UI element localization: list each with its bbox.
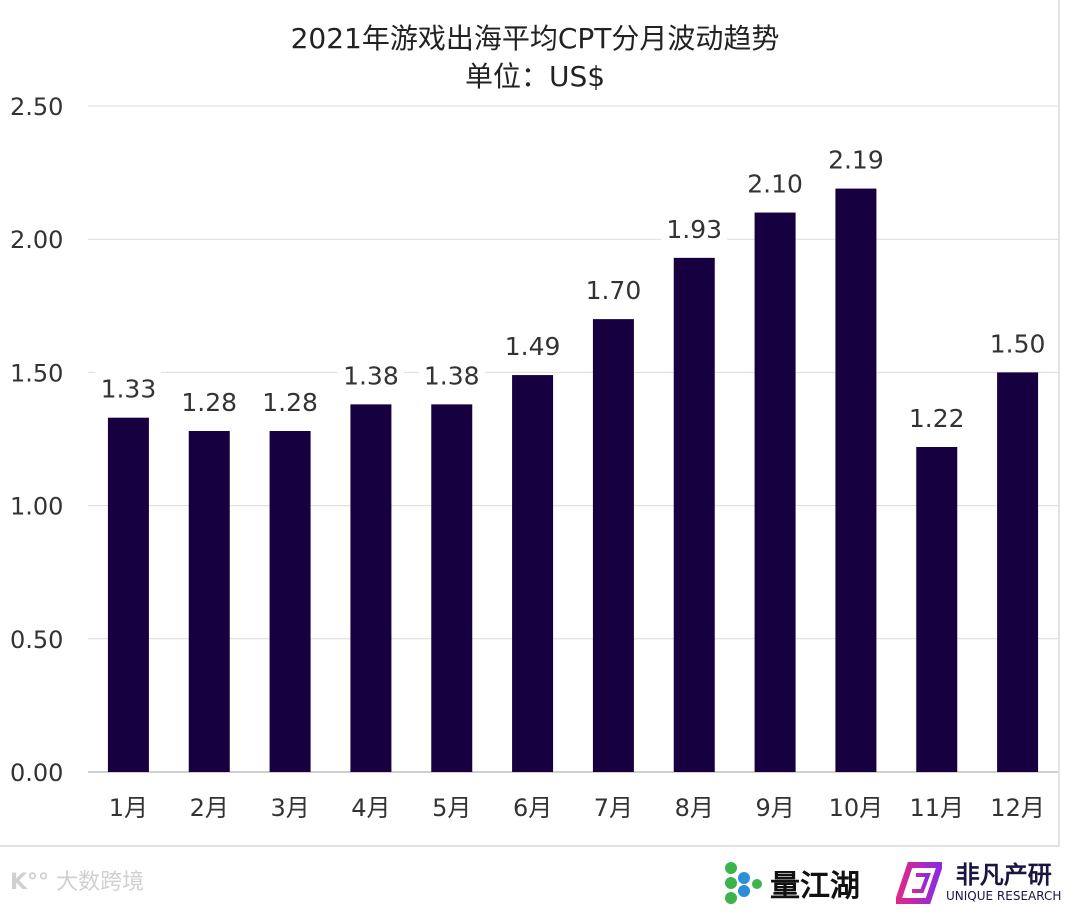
data-label-bg	[257, 383, 324, 418]
unique-research-logo: 非凡产研 UNIQUE RESEARCH	[896, 855, 1061, 910]
bar	[350, 404, 392, 772]
unique-research-logo-icon	[896, 861, 942, 904]
bar	[431, 404, 473, 772]
data-label: 1.22	[909, 404, 965, 433]
x-tick-label: 3月	[270, 794, 309, 822]
molecule-logo-icon	[725, 861, 762, 904]
y-tick-label: 2.00	[10, 226, 63, 254]
bar	[269, 431, 311, 772]
data-label-bg	[580, 271, 647, 306]
data-label: 1.93	[666, 215, 722, 244]
x-tick-label: 1月	[109, 794, 148, 822]
data-label-bg	[499, 327, 566, 362]
x-tick-label: 4月	[351, 794, 390, 822]
data-label-bg	[661, 209, 728, 244]
data-label-bg	[984, 324, 1051, 359]
bar	[754, 212, 796, 772]
bar	[673, 257, 715, 772]
x-tick-label: 5月	[432, 794, 471, 822]
bar	[835, 188, 877, 773]
data-label-bg	[903, 398, 970, 433]
data-label: 1.28	[262, 388, 318, 417]
x-tick-label: 10月	[829, 794, 884, 822]
chart-subtitle: 单位：US$	[464, 60, 606, 93]
data-label: 1.49	[505, 332, 561, 361]
x-tick-label: 12月	[990, 794, 1045, 822]
data-label: 1.70	[586, 276, 642, 305]
y-tick-label: 0.50	[10, 626, 63, 654]
data-label-bg	[337, 356, 404, 391]
x-tick-label: 11月	[909, 794, 964, 822]
y-tick-label: 1.00	[10, 493, 63, 521]
bar	[107, 417, 149, 772]
data-label: 2.10	[747, 170, 803, 199]
x-tick-label: 8月	[675, 794, 714, 822]
data-label-bg	[95, 369, 162, 404]
x-tick-label: 2月	[190, 794, 229, 822]
data-label: 1.38	[343, 361, 399, 390]
data-label: 1.28	[181, 388, 237, 417]
data-label-bg	[176, 383, 243, 418]
bar	[592, 319, 634, 772]
y-tick-label: 1.50	[10, 359, 63, 387]
watermark: K°° 大数跨境	[10, 855, 144, 910]
watermark-text: 大数跨境	[56, 870, 145, 895]
data-label: 2.19	[828, 146, 884, 175]
bar-chart: 0.00 0.50 1.00 1.50 2.00 2.50 1.33 1月 1.28 2月 1.28…	[10, 93, 1058, 822]
chart-title: 2021年游戏出海平均CPT分月波动趋势	[290, 22, 780, 55]
data-label: 1.33	[101, 375, 157, 404]
x-tick-label: 6月	[513, 794, 552, 822]
logo1-text: 量江湖	[770, 868, 860, 904]
data-label: 1.50	[990, 329, 1046, 358]
x-tick-label: 9月	[755, 794, 794, 822]
bar	[512, 375, 554, 772]
y-tick-label: 0.00	[10, 759, 63, 787]
chart-frame	[0, 0, 1060, 847]
watermark-logo-icon: K°°	[10, 870, 50, 895]
x-tick-label: 7月	[594, 794, 633, 822]
data-label-bg	[418, 356, 485, 391]
y-tick-label: 2.50	[10, 93, 63, 121]
bar	[916, 446, 958, 772]
liangjianghu-logo: 量江湖	[722, 855, 860, 910]
bar	[997, 372, 1039, 772]
logo2-cn: 非凡产研	[955, 861, 1052, 889]
logo2-en: UNIQUE RESEARCH	[946, 889, 1062, 903]
data-label: 1.38	[424, 361, 480, 390]
chart-title-block: 2021年游戏出海平均CPT分月波动趋势 单位：US$	[0, 20, 1070, 96]
data-label-bg	[742, 164, 809, 199]
data-label-bg	[822, 140, 889, 175]
bar	[188, 431, 230, 772]
